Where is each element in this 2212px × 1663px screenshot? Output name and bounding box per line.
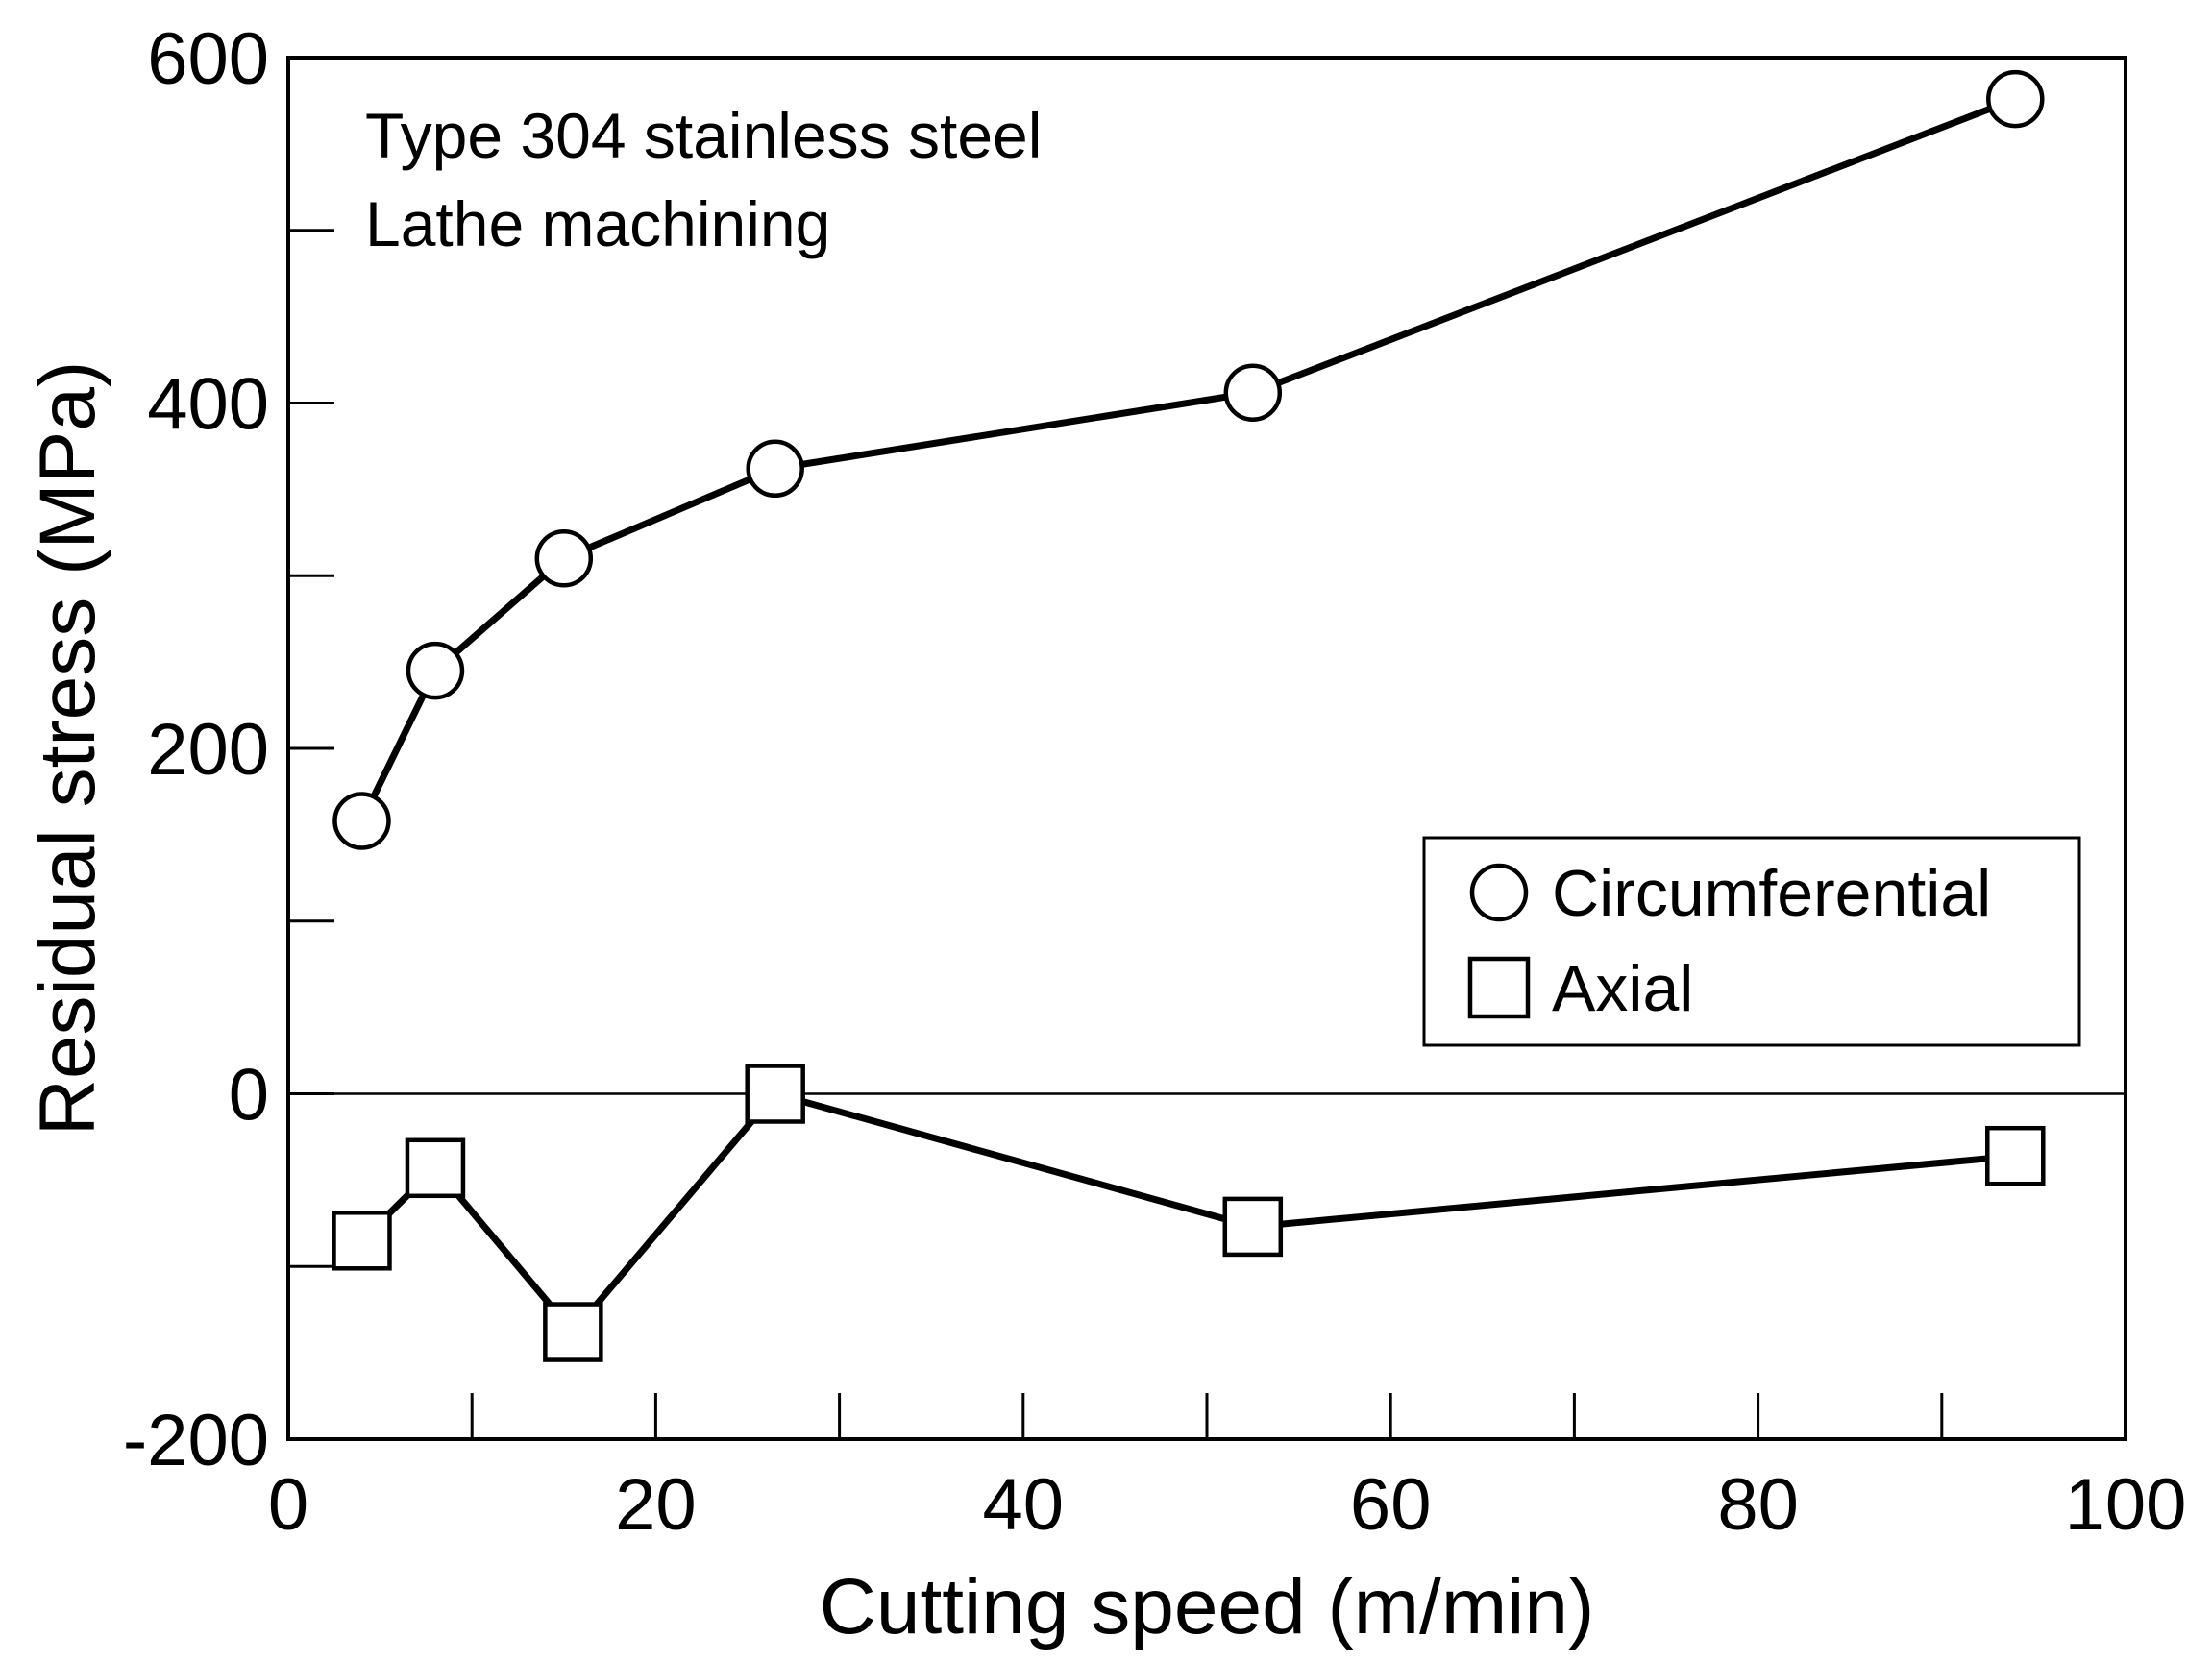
- axial-point: [332, 1211, 392, 1271]
- x-axis-title: Cutting speed (m/min): [820, 1563, 1595, 1651]
- legend: Circumferential Axial: [1422, 836, 2081, 1047]
- x-tick-label: 40: [983, 1464, 1065, 1546]
- circumferential-point: [406, 641, 465, 700]
- legend-square-marker: [1467, 956, 1531, 1019]
- legend-circle-marker: [1469, 863, 1529, 922]
- y-tick-label: 0: [229, 1055, 269, 1137]
- annotation-line-1: Type 304 stainless steel: [365, 100, 1042, 171]
- y-tick-label: 400: [147, 364, 269, 446]
- series-layer: [332, 69, 2046, 1362]
- legend-label-circumferential: Circumferential: [1552, 857, 1991, 930]
- axial-point: [745, 1064, 805, 1124]
- circumferential-point: [332, 792, 391, 850]
- circumferential-point: [1223, 363, 1283, 422]
- x-tick-label: 100: [2065, 1464, 2187, 1546]
- circumferential-point: [1986, 69, 2045, 129]
- axial-point: [1222, 1196, 1284, 1258]
- circumferential-point: [534, 529, 594, 588]
- circumferential-point: [746, 439, 804, 499]
- y-tick-label: 200: [147, 709, 269, 791]
- axial-series-line: [359, 1090, 2016, 1336]
- annotation-line-2: Lathe machining: [365, 188, 830, 259]
- x-tick-label: 80: [1717, 1464, 1799, 1546]
- axial-point: [1985, 1125, 2046, 1186]
- axial-point: [405, 1137, 466, 1199]
- x-tick-label: 60: [1350, 1464, 1432, 1546]
- y-axis-title: Residual stress (MPa): [24, 361, 111, 1137]
- x-tick-label: 0: [268, 1464, 308, 1546]
- legend-box: [1422, 836, 2081, 1047]
- legend-label-axial: Axial: [1552, 952, 1693, 1025]
- axis-ticks: [288, 229, 1944, 1439]
- y-tick-label: 600: [147, 18, 269, 100]
- plot-frame: [286, 56, 2127, 1441]
- x-tick-label: 20: [615, 1464, 697, 1546]
- y-tick-label: -200: [123, 1400, 269, 1481]
- axial-point: [543, 1302, 603, 1362]
